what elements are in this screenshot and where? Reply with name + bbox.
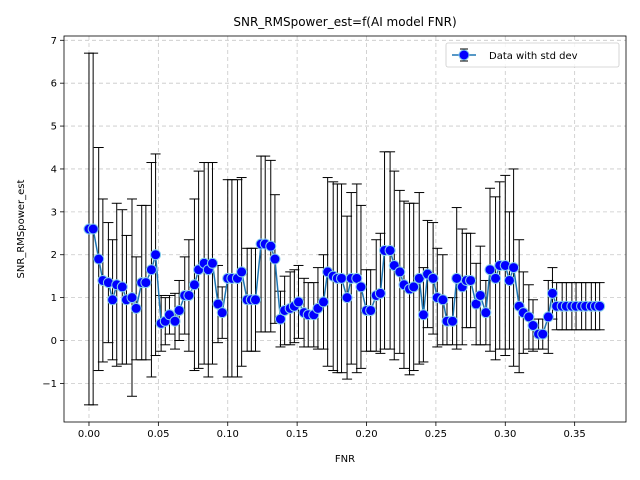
data-point (236, 266, 248, 278)
legend-marker-swatch (458, 49, 470, 61)
data-point (365, 304, 377, 316)
x-tick-label: 0.20 (355, 429, 377, 440)
marker-layer (83, 223, 606, 340)
data-point (216, 307, 228, 319)
data-point (384, 244, 396, 256)
data-point (341, 292, 353, 304)
data-point (437, 294, 449, 306)
x-tick-label: 0.15 (286, 429, 308, 440)
y-axis-label: SNR_RMSpower_est (16, 179, 27, 278)
x-tick-label: 0.30 (494, 429, 516, 440)
data-point (130, 302, 142, 314)
y-tick-label: −1 (42, 379, 57, 390)
x-tick-label: 0.05 (147, 429, 169, 440)
legend: Data with std dev (445, 42, 620, 68)
x-tick-label: 0.35 (564, 429, 586, 440)
data-point (269, 253, 281, 265)
data-point (537, 328, 549, 340)
data-point (480, 307, 492, 319)
x-axis-label: FNR (335, 454, 355, 465)
data-point (394, 266, 406, 278)
data-point (116, 281, 128, 293)
y-tick-label: 0 (51, 336, 57, 347)
data-point (374, 287, 386, 299)
data-point (447, 315, 459, 327)
data-point (93, 253, 105, 265)
data-point (173, 304, 185, 316)
y-tick-label: 1 (51, 293, 57, 304)
data-point (249, 294, 261, 306)
data-point (474, 289, 486, 301)
x-tick-label: 0.00 (78, 429, 100, 440)
data-point (317, 296, 329, 308)
data-point (293, 296, 305, 308)
y-tick-label: 6 (51, 79, 57, 90)
legend-box (445, 42, 620, 68)
data-point (183, 289, 195, 301)
tick-layer: 0.00 0.05 0.10 0.15 0.20 0.25 0.30 0.35 −1 0 1 2 3 4 5… (42, 36, 586, 440)
data-point (140, 277, 152, 289)
data-point (594, 300, 606, 312)
data-point (87, 223, 99, 235)
plot-frame (63, 35, 627, 423)
data-point (107, 294, 119, 306)
data-point (355, 281, 367, 293)
data-point (417, 309, 429, 321)
data-point (490, 272, 502, 284)
y-tick-label: 7 (51, 36, 57, 47)
data-point (408, 281, 420, 293)
data-point (508, 262, 520, 274)
data-point (527, 320, 539, 331)
legend-label: Data with std dev (489, 51, 578, 62)
data-point (484, 264, 496, 276)
data-point (542, 311, 554, 323)
data-point (169, 315, 181, 327)
x-tick-label: 0.25 (425, 429, 447, 440)
data-point (206, 257, 218, 269)
data-point (427, 272, 439, 284)
data-point (150, 249, 162, 261)
data-point (126, 292, 138, 304)
data-point (336, 272, 348, 284)
y-tick-label: 3 (51, 207, 57, 218)
y-tick-label: 4 (51, 164, 57, 175)
x-tick-label: 0.10 (217, 429, 239, 440)
data-point (188, 279, 200, 291)
data-point (546, 287, 558, 299)
data-point (503, 274, 515, 286)
y-tick-label: 2 (51, 250, 57, 261)
chart-title: SNR_RMSpower_est=f(AI model FNR) (233, 15, 456, 29)
data-point (145, 264, 157, 276)
y-tick-label: 5 (51, 122, 57, 133)
data-point (265, 240, 277, 252)
data-point (465, 274, 477, 286)
